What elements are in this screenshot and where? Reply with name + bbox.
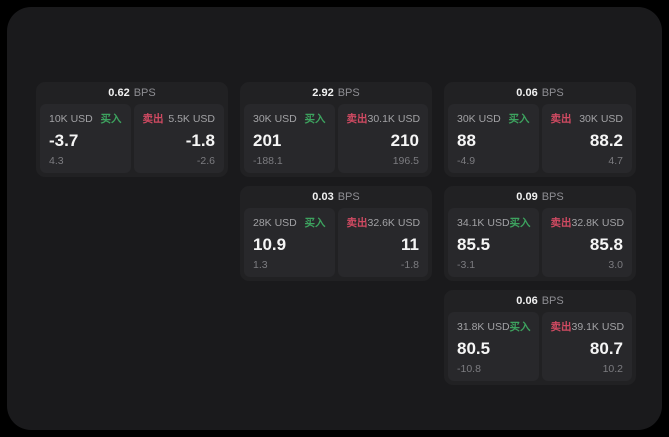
bps-value: 2.92	[312, 87, 334, 99]
sell-price: -1.8	[185, 131, 215, 150]
buy-tile[interactable]: 30K USD 买入 88 -4.9	[448, 104, 539, 173]
quote-card-body: 28K USD 买入 10.9 1.3 卖出 32.6K USD 11 -1.8	[240, 208, 432, 281]
quote-card: 0.06 BPS 30K USD 买入 88 -4.9 卖出 30K USD 8…	[444, 82, 636, 177]
sell-side-label: 卖出	[550, 217, 572, 229]
buy-tile[interactable]: 30K USD 买入 201 -188.1	[244, 104, 335, 173]
bps-header: 0.09 BPS	[444, 186, 636, 208]
bps-header: 0.03 BPS	[240, 186, 432, 208]
bps-unit: BPS	[541, 191, 564, 203]
sell-tile[interactable]: 卖出 30K USD 88.2 4.7	[541, 104, 632, 173]
buy-delta: 4.3	[49, 155, 64, 167]
bps-header: 0.06 BPS	[444, 82, 636, 104]
quote-card-body: 10K USD 买入 -3.7 4.3 卖出 5.5K USD -1.8 -2.…	[36, 104, 228, 177]
buy-amount: 34.1K USD	[457, 216, 510, 229]
bps-header: 0.06 BPS	[444, 290, 636, 312]
sell-tile[interactable]: 卖出 30.1K USD 210 196.5	[337, 104, 428, 173]
bps-value: 0.62	[108, 87, 130, 99]
bps-value: 0.03	[312, 191, 334, 203]
sell-side-label: 卖出	[550, 321, 572, 333]
buy-side-label: 买入	[304, 217, 326, 229]
main-panel: 0.62 BPS 10K USD 买入 -3.7 4.3 卖出 5.5K USD…	[7, 7, 662, 430]
sell-amount: 5.5K USD	[168, 112, 215, 125]
quote-card: 0.06 BPS 31.8K USD 买入 80.5 -10.8 卖出 39.1…	[444, 290, 636, 385]
sell-tile[interactable]: 卖出 5.5K USD -1.8 -2.6	[133, 104, 224, 173]
buy-delta: -188.1	[253, 155, 283, 167]
buy-amount: 30K USD	[253, 112, 297, 125]
buy-amount: 10K USD	[49, 112, 93, 125]
buy-price: 10.9	[253, 235, 287, 254]
sell-price: 88.2	[589, 131, 623, 150]
buy-price: 201	[253, 131, 282, 150]
bps-value: 0.09	[516, 191, 538, 203]
bps-header: 0.62 BPS	[36, 82, 228, 104]
buy-side-label: 买入	[508, 113, 530, 125]
buy-tile[interactable]: 31.8K USD 买入 80.5 -10.8	[448, 312, 539, 381]
sell-tile[interactable]: 卖出 32.8K USD 85.8 3.0	[541, 208, 632, 277]
bps-value: 0.06	[516, 295, 538, 307]
buy-tile[interactable]: 28K USD 买入 10.9 1.3	[244, 208, 335, 277]
sell-delta: 10.2	[602, 363, 623, 375]
sell-amount: 32.6K USD	[367, 216, 421, 229]
buy-side-label: 买入	[509, 217, 531, 229]
bps-unit: BPS	[541, 295, 564, 307]
quote-card-body: 31.8K USD 买入 80.5 -10.8 卖出 39.1K USD 80.…	[444, 312, 636, 385]
sell-amount: 39.1K USD	[571, 320, 625, 333]
quote-card: 0.62 BPS 10K USD 买入 -3.7 4.3 卖出 5.5K USD…	[36, 82, 228, 177]
sell-delta: -1.8	[400, 259, 419, 271]
buy-price: -3.7	[49, 131, 79, 150]
sell-delta: 4.7	[608, 155, 623, 167]
buy-amount: 28K USD	[253, 216, 297, 229]
sell-delta: 196.5	[392, 155, 419, 167]
quote-card: 0.09 BPS 34.1K USD 买入 85.5 -3.1 卖出 32.8K…	[444, 186, 636, 281]
sell-delta: -2.6	[196, 155, 215, 167]
buy-side-label: 买入	[100, 113, 122, 125]
buy-delta: -3.1	[457, 259, 476, 271]
bps-unit: BPS	[133, 87, 156, 99]
bps-unit: BPS	[337, 87, 360, 99]
sell-side-label: 卖出	[346, 217, 368, 229]
bps-header: 2.92 BPS	[240, 82, 432, 104]
quote-card-body: 30K USD 买入 201 -188.1 卖出 30.1K USD 210 1…	[240, 104, 432, 177]
buy-price: 80.5	[457, 339, 491, 358]
sell-side-label: 卖出	[550, 113, 572, 125]
bps-value: 0.06	[516, 87, 538, 99]
quote-card: 2.92 BPS 30K USD 买入 201 -188.1 卖出 30.1K …	[240, 82, 432, 177]
quote-card-body: 34.1K USD 买入 85.5 -3.1 卖出 32.8K USD 85.8…	[444, 208, 636, 281]
buy-side-label: 买入	[509, 321, 531, 333]
sell-tile[interactable]: 卖出 32.6K USD 11 -1.8	[337, 208, 428, 277]
sell-price: 85.8	[589, 235, 623, 254]
bps-unit: BPS	[337, 191, 360, 203]
sell-amount: 32.8K USD	[571, 216, 625, 229]
sell-tile[interactable]: 卖出 39.1K USD 80.7 10.2	[541, 312, 632, 381]
buy-delta: 1.3	[253, 259, 268, 271]
buy-delta: -10.8	[457, 363, 481, 375]
buy-tile[interactable]: 10K USD 买入 -3.7 4.3	[40, 104, 131, 173]
buy-price: 88	[457, 131, 476, 150]
buy-delta: -4.9	[457, 155, 476, 167]
quote-card: 0.03 BPS 28K USD 买入 10.9 1.3 卖出 32.6K US…	[240, 186, 432, 281]
buy-amount: 30K USD	[457, 112, 501, 125]
sell-price: 80.7	[589, 339, 623, 358]
sell-price: 11	[401, 235, 419, 254]
buy-tile[interactable]: 34.1K USD 买入 85.5 -3.1	[448, 208, 539, 277]
sell-delta: 3.0	[608, 259, 623, 271]
buy-side-label: 买入	[304, 113, 326, 125]
sell-price: 210	[390, 131, 419, 150]
buy-price: 85.5	[457, 235, 491, 254]
sell-amount: 30K USD	[579, 112, 623, 125]
sell-side-label: 卖出	[142, 113, 164, 125]
sell-amount: 30.1K USD	[367, 112, 421, 125]
sell-side-label: 卖出	[346, 113, 368, 125]
buy-amount: 31.8K USD	[457, 320, 510, 333]
bps-unit: BPS	[541, 87, 564, 99]
quote-card-body: 30K USD 买入 88 -4.9 卖出 30K USD 88.2 4.7	[444, 104, 636, 177]
